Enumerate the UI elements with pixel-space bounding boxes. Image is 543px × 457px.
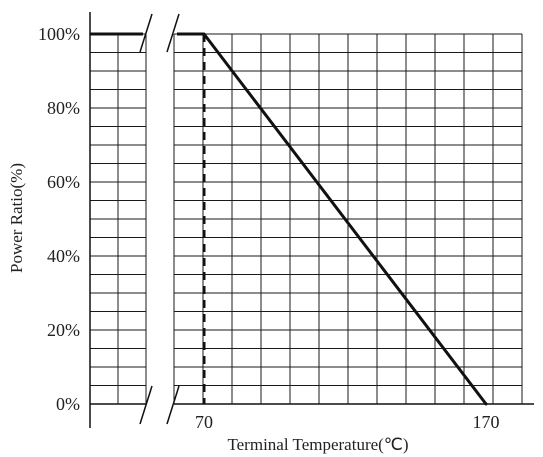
data-point — [202, 32, 206, 36]
y-tick-label: 80% — [47, 98, 80, 118]
axes — [89, 10, 534, 432]
axis-break-mark — [139, 13, 153, 53]
y-axis-title: Power Ratio(%) — [7, 163, 26, 273]
axis-break-mark — [166, 13, 180, 53]
y-tick-label: 100% — [38, 24, 80, 44]
y-tick-label: 0% — [56, 394, 80, 414]
data-point — [484, 402, 488, 406]
axis-break-gap — [147, 10, 173, 432]
plot-marks — [90, 32, 488, 406]
axis-break-mark — [139, 385, 153, 425]
y-tick-label: 40% — [47, 246, 80, 266]
y-tick-label: 60% — [47, 172, 80, 192]
x-tick-label: 170 — [473, 412, 500, 432]
x-axis-title: Terminal Temperature(℃) — [227, 435, 408, 454]
axis-break-mark — [166, 385, 180, 425]
derating-line — [202, 33, 488, 405]
tick-labels: 0% 20% 40% 60% 80% 100% 70 170 — [38, 24, 500, 432]
y-tick-label: 20% — [47, 320, 80, 340]
x-tick-label: 70 — [195, 412, 213, 432]
